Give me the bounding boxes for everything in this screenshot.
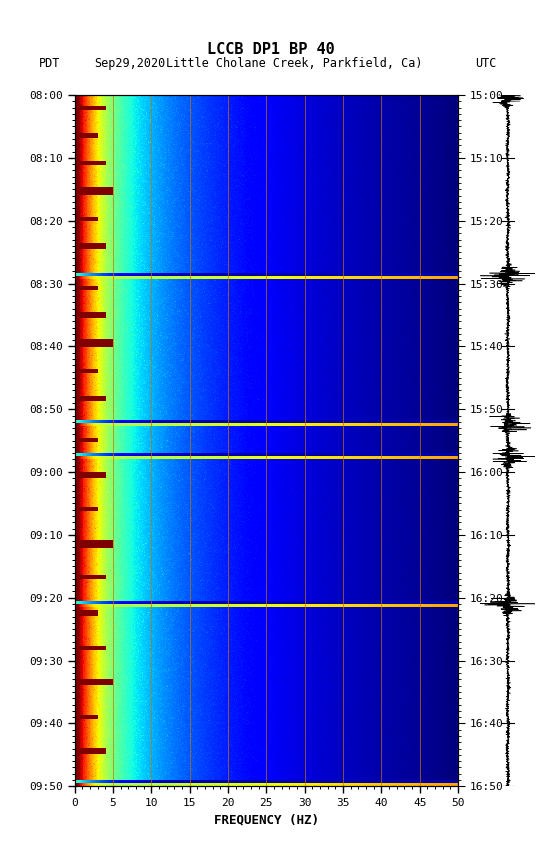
Text: Little Cholane Creek, Parkfield, Ca): Little Cholane Creek, Parkfield, Ca) [166, 57, 422, 70]
Text: PDT: PDT [39, 57, 60, 70]
Text: LCCB DP1 BP 40: LCCB DP1 BP 40 [206, 42, 335, 57]
Text: UTC: UTC [475, 57, 496, 70]
X-axis label: FREQUENCY (HZ): FREQUENCY (HZ) [214, 814, 319, 827]
Text: Sep29,2020: Sep29,2020 [94, 57, 165, 70]
